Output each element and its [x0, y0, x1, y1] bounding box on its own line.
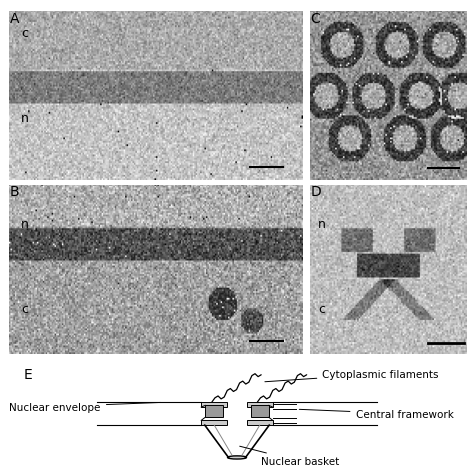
Bar — [205, 406, 223, 417]
Text: Central framework: Central framework — [299, 409, 453, 419]
Text: c: c — [319, 302, 325, 316]
Bar — [247, 420, 273, 425]
Bar — [251, 406, 269, 417]
Bar — [201, 420, 227, 425]
Text: n: n — [319, 218, 326, 231]
Text: n: n — [21, 218, 29, 231]
Text: A: A — [9, 12, 19, 26]
Bar — [247, 403, 273, 407]
Text: c: c — [21, 27, 28, 40]
Text: B: B — [9, 185, 19, 198]
Text: E: E — [24, 367, 32, 382]
Text: Cytoplasmic filaments: Cytoplasmic filaments — [265, 369, 439, 382]
Text: D: D — [310, 185, 321, 198]
Text: c: c — [21, 302, 28, 316]
Text: Nuclear envelope: Nuclear envelope — [9, 402, 161, 412]
Text: Nuclear basket: Nuclear basket — [240, 446, 339, 466]
Bar — [201, 403, 227, 407]
Text: C: C — [310, 12, 320, 26]
Text: n: n — [21, 112, 29, 125]
Ellipse shape — [228, 456, 246, 459]
